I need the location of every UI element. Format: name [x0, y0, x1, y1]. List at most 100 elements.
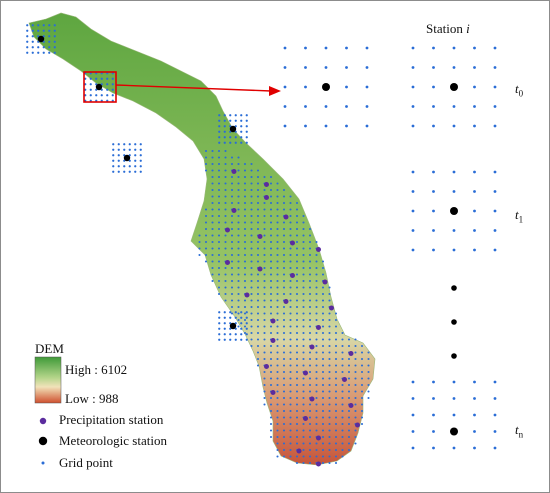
grid-point — [276, 273, 279, 276]
grid-point — [218, 125, 221, 128]
grid-point — [315, 429, 318, 432]
grid-point — [302, 403, 305, 406]
grid-point — [354, 442, 357, 445]
grid-point — [282, 247, 286, 250]
grid-point — [230, 182, 234, 185]
grid-point — [360, 422, 364, 426]
grid-point — [237, 169, 240, 172]
grid-point — [321, 305, 325, 309]
grid-point — [282, 409, 286, 413]
grid-point — [263, 338, 266, 341]
panel-grid-point — [473, 46, 476, 50]
grid-point — [289, 266, 292, 270]
grid-point — [269, 351, 273, 354]
time-var-t1: t — [515, 207, 519, 222]
grid-point — [224, 195, 227, 198]
grid-point — [128, 165, 131, 168]
grid-point — [360, 364, 364, 367]
grid-point — [321, 429, 325, 432]
grid-point — [302, 279, 305, 283]
grid-point — [256, 344, 260, 348]
grid-point — [367, 396, 370, 400]
grid-point — [341, 351, 344, 354]
grid-point — [276, 253, 279, 257]
grid-point — [315, 240, 318, 244]
grid-point — [282, 227, 286, 231]
panel-grid-point — [493, 397, 497, 400]
grid-point — [224, 149, 227, 153]
panel-grid-point — [452, 105, 456, 108]
grid-point — [112, 159, 115, 162]
grid-point — [308, 435, 312, 439]
panel-grid-point — [473, 124, 476, 128]
grid-point — [341, 370, 344, 374]
grid-point — [237, 325, 240, 328]
grid-point — [217, 208, 221, 211]
panel-grid-point — [283, 66, 287, 69]
grid-point — [282, 416, 286, 419]
grid-point — [308, 279, 312, 283]
grid-point — [289, 253, 292, 257]
grid-point — [315, 318, 318, 322]
grid-point — [204, 156, 208, 159]
grid-point — [256, 227, 260, 231]
grid-point — [328, 422, 331, 426]
grid-point — [302, 383, 305, 387]
grid-point — [295, 416, 299, 419]
grid-point — [282, 364, 286, 367]
precipitation-station — [316, 325, 321, 330]
grid-point — [229, 114, 232, 117]
grid-point — [139, 159, 142, 162]
grid-point — [240, 322, 243, 325]
grid-point — [204, 234, 208, 237]
grid-point — [217, 279, 221, 283]
grid-point — [106, 94, 109, 97]
grid-point — [276, 403, 279, 406]
meteorologic-station — [95, 83, 103, 91]
grid-point — [308, 312, 312, 315]
grid-point — [302, 253, 305, 257]
grid-point — [224, 279, 227, 283]
grid-point — [234, 141, 237, 144]
grid-point — [263, 221, 266, 224]
panel-grid-point — [432, 248, 435, 252]
grid-point — [230, 227, 234, 231]
grid-point — [263, 234, 266, 237]
grid-point — [367, 357, 370, 361]
grid-point — [223, 125, 226, 128]
grid-point — [217, 169, 221, 172]
grid-point — [31, 35, 34, 38]
grid-point — [224, 299, 227, 302]
grid-point — [230, 214, 234, 218]
grid-point — [224, 162, 227, 166]
grid-point — [282, 208, 286, 211]
grid-point — [302, 299, 305, 302]
grid-point — [237, 312, 240, 315]
grid-point — [328, 461, 331, 465]
grid-point — [289, 377, 292, 380]
grid-point — [111, 88, 114, 91]
grid-point — [42, 29, 45, 32]
grid-point — [269, 247, 273, 250]
grid-point — [360, 370, 364, 374]
panel-grid-point — [452, 170, 456, 174]
grid-point — [328, 370, 331, 374]
panel-grid-point — [493, 46, 497, 50]
grid-point — [245, 130, 248, 133]
grid-point — [282, 260, 286, 263]
precipitation-station — [296, 448, 302, 454]
grid-point — [250, 318, 253, 322]
grid-point — [289, 455, 292, 458]
grid-point — [224, 214, 227, 218]
grid-point — [308, 273, 312, 276]
grid-point — [341, 435, 344, 439]
grid-point — [211, 175, 214, 179]
grid-point — [243, 201, 247, 205]
grid-point — [295, 318, 299, 322]
grid-point — [204, 149, 208, 153]
precipitation-station — [290, 273, 295, 278]
grid-point — [321, 338, 325, 341]
grid-point — [250, 331, 253, 335]
grid-point — [334, 383, 338, 387]
grid-point — [223, 136, 226, 139]
